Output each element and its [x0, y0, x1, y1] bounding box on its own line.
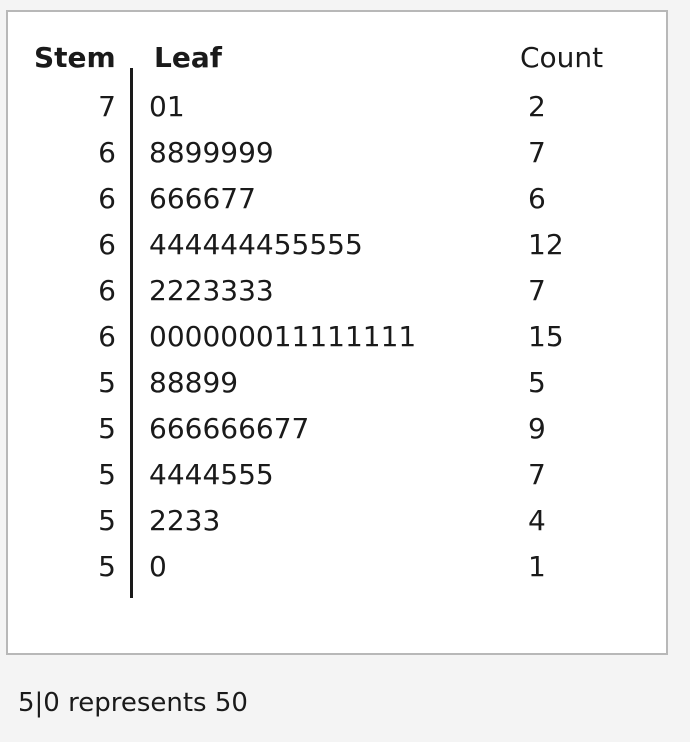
stem-leaf-row: 6 666677 6 [8, 176, 666, 222]
leaf-digits: 8899999 [149, 136, 274, 169]
stem-leaf-row: 6 000000011111111 15 [8, 314, 666, 360]
stem-header: Stem [34, 41, 116, 74]
count-value: 15 [528, 320, 564, 353]
leaf-digits: 01 [149, 90, 185, 123]
stem-value: 5 [98, 550, 116, 583]
count-value: 9 [528, 412, 546, 445]
stem-leaf-row: 5 2233 4 [8, 498, 666, 544]
count-value: 6 [528, 182, 546, 215]
count-value: 1 [528, 550, 546, 583]
leaf-digits: 444444455555 [149, 228, 363, 261]
stem-leaf-row: 7 01 2 [8, 84, 666, 130]
count-value: 7 [528, 274, 546, 307]
count-value: 4 [528, 504, 546, 537]
stem-leaf-row: 6 2223333 7 [8, 268, 666, 314]
count-value: 12 [528, 228, 564, 261]
stem-leaf-rows: 7 01 2 6 8899999 7 6 666677 6 6 444444455555 12 6 222… [8, 84, 666, 590]
count-value: 2 [528, 90, 546, 123]
stem-value: 5 [98, 366, 116, 399]
leaf-digits: 000000011111111 [149, 320, 417, 353]
leaf-digits: 2233 [149, 504, 221, 537]
stem-leaf-row: 6 444444455555 12 [8, 222, 666, 268]
leaf-digits: 4444555 [149, 458, 274, 491]
leaf-digits: 666666677 [149, 412, 310, 445]
stem-value: 6 [98, 228, 116, 261]
leaf-header: Leaf [154, 41, 222, 74]
stem-leaf-row: 5 88899 5 [8, 360, 666, 406]
stem-value: 5 [98, 458, 116, 491]
stem-leaf-row: 5 666666677 9 [8, 406, 666, 452]
count-value: 7 [528, 458, 546, 491]
stem-leaf-row: 5 4444555 7 [8, 452, 666, 498]
stem-value: 5 [98, 504, 116, 537]
stem-value: 6 [98, 274, 116, 307]
leaf-digits: 666677 [149, 182, 256, 215]
stem-value: 6 [98, 320, 116, 353]
leaf-digits: 0 [149, 550, 167, 583]
count-value: 5 [528, 366, 546, 399]
leaf-digits: 2223333 [149, 274, 274, 307]
stem-value: 7 [98, 90, 116, 123]
key-note: 5|0 represents 50 [18, 688, 248, 718]
stem-value: 5 [98, 412, 116, 445]
stem-leaf-row: 6 8899999 7 [8, 130, 666, 176]
stem-value: 6 [98, 182, 116, 215]
count-value: 7 [528, 136, 546, 169]
leaf-digits: 88899 [149, 366, 239, 399]
stem-leaf-panel: Stem Leaf Count 7 01 2 6 8899999 7 6 666677 6 6 44… [6, 10, 668, 655]
stem-leaf-divider [130, 68, 133, 598]
count-header: Count [520, 41, 604, 74]
stem-value: 6 [98, 136, 116, 169]
